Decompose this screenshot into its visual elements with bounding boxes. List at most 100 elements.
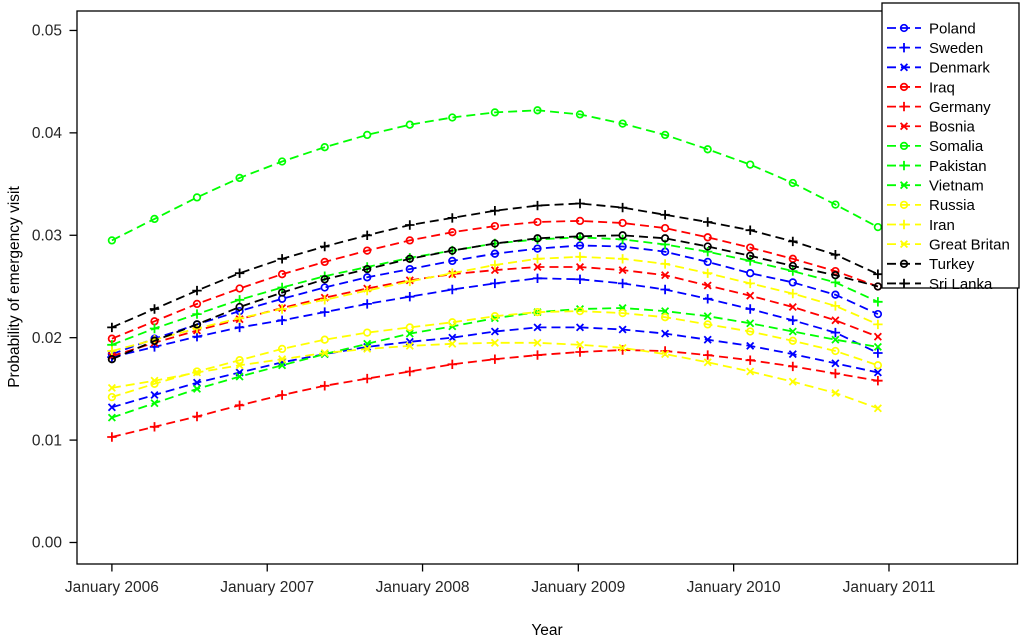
circle-marker [660,130,670,140]
circle-marker [660,234,670,243]
plus-marker [703,247,713,257]
plus-marker [575,347,585,357]
plus-marker [192,411,202,422]
series-line [111,234,879,361]
cross-marker [661,329,670,338]
plus-marker [192,285,202,296]
circle-marker [363,328,372,337]
circle-marker [533,307,542,317]
legend-label: Iraq [929,79,955,96]
y-tick-label: 0.00 [32,535,63,552]
cross-marker [575,323,585,332]
plus-marker [405,220,415,230]
plus-marker [660,259,670,269]
plus-marker [362,299,372,309]
plus-marker [149,304,160,314]
cross-marker [746,291,755,300]
cross-marker [873,368,882,377]
circle-marker [703,145,712,154]
legend-item-pakistan: Pakistan [887,158,987,175]
plus-marker [830,301,841,311]
plus-marker [234,313,245,323]
circle-marker [703,233,712,242]
cross-marker [618,343,627,352]
plus-marker [575,274,585,284]
plus-marker [447,213,457,223]
cross-marker [235,372,244,381]
circle-marker [831,200,840,209]
plus-marker [447,284,457,295]
circle-marker [831,271,840,280]
plus-marker [532,350,543,360]
circle-marker [320,283,329,292]
plus-marker [234,400,245,410]
circle-marker [746,160,755,169]
cross-marker [107,383,116,392]
circle-marker [405,236,414,245]
circle-marker [235,356,244,365]
cross-marker [873,342,882,351]
circle-marker [320,335,329,344]
y-tick-label: 0.02 [32,330,62,347]
cross-marker [405,329,414,338]
circle-marker [490,249,500,258]
circle-marker [448,318,457,327]
circle-marker [448,246,457,255]
y-tick-label: 0.03 [32,227,62,244]
circle-marker [618,231,627,240]
plus-marker [490,354,500,364]
plus-marker [660,210,670,220]
plus-marker [873,269,883,279]
cross-marker [661,271,670,280]
cross-marker [150,390,159,400]
cross-marker [192,384,202,393]
legend-item-iraq: Iraq [887,79,955,96]
cross-marker [448,333,457,342]
plus-marker [447,268,457,278]
cross-marker [831,388,840,398]
circle-marker [746,251,755,260]
series-somalia [107,106,883,245]
cross-marker [788,350,797,359]
plus-marker [490,260,500,270]
plus-marker [277,254,287,264]
circle-marker [575,216,585,226]
plus-marker [788,266,798,276]
circle-marker [277,344,287,354]
cross-marker [192,368,202,377]
circle-marker [320,275,329,284]
circle-marker [405,120,414,129]
circle-marker [746,327,755,336]
cross-marker [405,341,414,350]
series-line [111,109,879,242]
legend-label: Germany [929,99,991,116]
circle-marker [533,244,542,253]
plus-marker [617,202,628,213]
plus-marker [277,315,287,325]
legend-label: Bosnia [929,119,976,136]
cross-marker [533,338,542,347]
cross-marker [831,335,840,344]
circle-marker [320,257,329,267]
plus-marker [320,381,330,391]
plus-marker [830,327,841,338]
plus-marker [617,254,628,264]
circle-marker [746,269,755,278]
circle-marker [150,336,159,345]
cross-marker [899,181,909,190]
circle-marker [490,108,500,117]
circle-marker [107,392,117,402]
circle-marker [363,264,372,274]
cross-marker [788,327,797,336]
circle-marker [405,254,414,263]
cross-marker [490,338,499,347]
cross-marker [746,367,755,376]
plus-marker [405,366,415,377]
legend-item-turkey: Turkey [887,256,975,273]
series-iran [107,252,883,356]
circle-marker [575,232,585,241]
circle-marker [575,241,585,250]
cross-marker [618,266,627,275]
circle-marker [490,239,500,248]
